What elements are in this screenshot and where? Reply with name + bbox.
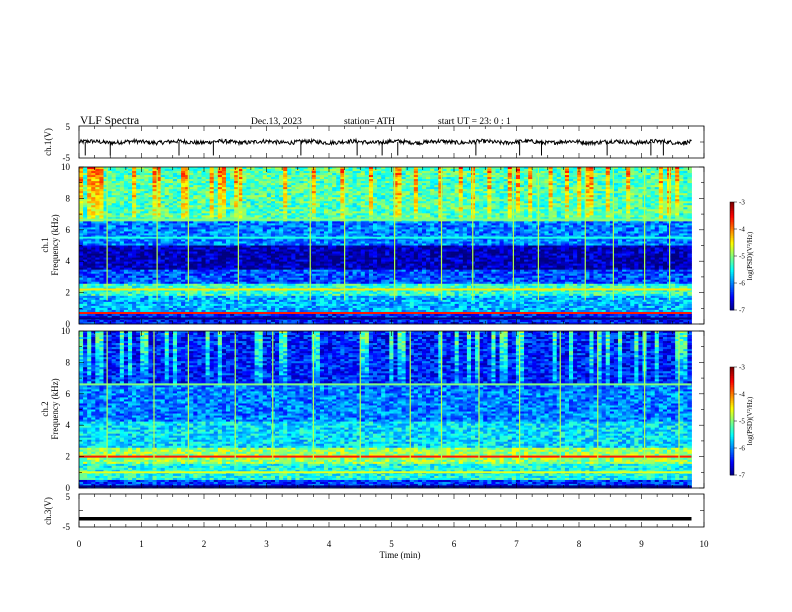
ch1-waveform-panel: 5 -5 ch.1(V) bbox=[43, 122, 704, 163]
ch1-waveform-ylabel: ch.1(V) bbox=[43, 128, 53, 156]
ch1-spectrogram-image bbox=[79, 167, 692, 324]
header-date: Dec.13, 2023 bbox=[251, 117, 302, 127]
ch1-spectrogram-panel: 10 8 6 4 2 0 ch.1 Frequency (kHz) -3 -4 … bbox=[40, 162, 754, 329]
header-station: station= ATH bbox=[344, 117, 395, 127]
ch1-ytick-top: 5 bbox=[66, 122, 71, 132]
ch1-waveform-trace bbox=[79, 139, 692, 155]
vlf-spectra-figure: VLF Spectra Dec.13, 2023 station= ATH st… bbox=[0, 0, 792, 612]
figure-title: VLF Spectra bbox=[80, 115, 139, 127]
header-start-ut: start UT = 23: 0 : 1 bbox=[438, 117, 511, 127]
waveform-line bbox=[79, 139, 692, 145]
